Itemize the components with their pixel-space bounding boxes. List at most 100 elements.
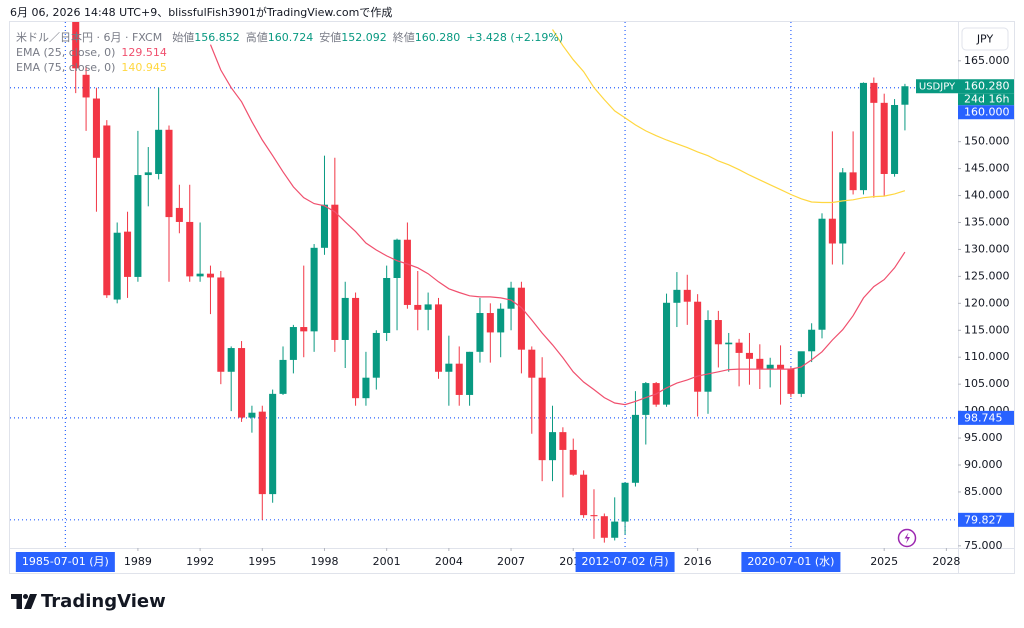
candle-body — [103, 125, 111, 296]
candle-body — [279, 359, 287, 394]
marker-date-box — [741, 552, 841, 572]
brand-logo[interactable]: TradingView — [11, 591, 166, 612]
logo-slash[interactable] — [24, 594, 37, 609]
ohlc-label: 始値 — [172, 30, 194, 44]
marker-price-label: 160.000 — [964, 106, 1010, 119]
candle-body — [808, 329, 816, 352]
candle-body — [403, 239, 411, 305]
candle-body — [82, 74, 90, 98]
candle-body — [766, 364, 774, 369]
x-tick-label: 2007 — [497, 555, 525, 568]
candle-body — [144, 172, 152, 176]
brand-name[interactable]: TradingView — [41, 591, 166, 612]
candle-body — [756, 358, 764, 369]
marker-price-label-box — [958, 512, 1014, 527]
indicator-line — [551, 29, 906, 204]
candle-body — [455, 363, 463, 395]
indicator-line — [209, 44, 906, 406]
y-tick-label: 130.000 — [964, 242, 1010, 255]
candle-body — [849, 172, 857, 191]
candle-body — [486, 313, 494, 333]
x-tick-label: 1989 — [124, 555, 152, 568]
ohlc-value: 160.280 — [415, 31, 461, 44]
candle-body — [269, 393, 277, 495]
candle-body — [238, 348, 246, 418]
countdown-label: 24d 16h — [964, 93, 1009, 106]
candle-body — [569, 449, 577, 475]
candle-body — [310, 247, 318, 332]
overlay: 75.00080.00085.00090.00095.000100.000105… — [15, 46, 1014, 572]
alert-icon-circle[interactable] — [897, 528, 917, 548]
candle-body — [828, 218, 836, 244]
last-price-label-box — [958, 79, 1014, 94]
currency-button[interactable]: JPY — [961, 27, 1009, 51]
legend-main: 米ドル／日本円 · 6月 · FXCM 始値156.852 高値160.724 安値1… — [16, 30, 563, 44]
y-tick-label: 145.000 — [964, 162, 1010, 175]
candle-body — [372, 332, 380, 378]
candle-body — [414, 304, 422, 310]
candle-body — [445, 363, 453, 372]
logo-dot[interactable] — [23, 594, 28, 599]
candle-body — [611, 521, 619, 538]
candle-body — [466, 351, 474, 395]
alert-icon[interactable] — [897, 528, 917, 548]
chart-frame — [9, 21, 1015, 574]
candle-body — [818, 218, 826, 330]
candle-body — [248, 412, 256, 418]
x-tick-label: 2001 — [373, 555, 401, 568]
candle-body — [580, 474, 588, 516]
marker-price-label: 98.745 — [964, 411, 1003, 424]
y-tick-label: 150.000 — [964, 135, 1010, 148]
y-tick-label: 120.000 — [964, 296, 1010, 309]
candle-body — [870, 82, 878, 103]
alert-icon-bolt[interactable] — [904, 532, 911, 544]
candle-body — [320, 204, 329, 248]
marker-date-box — [15, 552, 115, 572]
candle-body — [745, 352, 753, 359]
currency-label[interactable]: JPY — [976, 33, 994, 46]
candle-body — [206, 273, 214, 278]
candle-body — [663, 302, 671, 405]
marker-price-label-box — [958, 410, 1014, 425]
candle-body — [113, 232, 121, 300]
y-tick-label: 105.000 — [964, 377, 1010, 390]
indicator-value: 129.514 — [121, 46, 167, 59]
candle-body — [92, 98, 100, 158]
indicator-value: 140.945 — [121, 61, 167, 74]
candle-body — [839, 172, 847, 244]
candle-body — [642, 383, 650, 415]
candle-body — [434, 304, 443, 372]
candle-body — [383, 277, 391, 333]
candle-body — [341, 297, 349, 340]
candle-body — [673, 289, 681, 303]
logo-mark[interactable] — [11, 594, 22, 609]
created-note: 6月 06, 2026 14:48 UTC+9、blissfulFish3901… — [10, 5, 392, 19]
symbol-tag-box — [916, 79, 958, 94]
candle-body — [548, 432, 557, 461]
y-tick-label: 135.000 — [964, 215, 1010, 228]
currency-button-box[interactable] — [961, 27, 1009, 51]
x-tick-label: 2004 — [435, 555, 463, 568]
candle-body — [787, 368, 795, 394]
candle-body — [725, 342, 733, 345]
ohlc-value: 156.852 — [194, 31, 240, 44]
candle-body — [331, 204, 339, 340]
candle-body — [393, 239, 401, 278]
marker-date-label: 2012-07-02 (月) — [582, 555, 669, 568]
candle-body — [186, 221, 194, 277]
candle-body — [528, 349, 536, 378]
x-tick-label: 1992 — [186, 555, 214, 568]
y-tick-label: 165.000 — [964, 54, 1010, 67]
candle-body — [476, 313, 484, 352]
candle-body — [507, 287, 515, 309]
candle-body — [124, 231, 132, 277]
candle-body — [362, 377, 370, 399]
last-price-label: 160.280 — [964, 80, 1010, 93]
indicator-legend: EMA (25, close, 0) 129.514 — [16, 46, 167, 59]
x-tick-label: 1998 — [310, 555, 338, 568]
candle-body — [694, 301, 702, 392]
candle-body — [196, 273, 204, 277]
candle-body — [901, 86, 909, 105]
